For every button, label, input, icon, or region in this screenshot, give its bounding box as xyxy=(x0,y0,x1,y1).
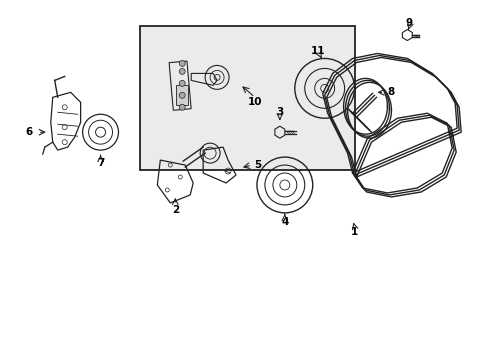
Text: 2: 2 xyxy=(171,205,179,215)
Text: 3: 3 xyxy=(276,107,283,117)
Text: 6: 6 xyxy=(25,127,32,137)
Text: 8: 8 xyxy=(387,87,394,97)
Text: 9: 9 xyxy=(405,18,412,28)
Bar xyxy=(140,26,354,170)
Text: 7: 7 xyxy=(97,158,104,168)
Circle shape xyxy=(179,80,185,86)
Text: 11: 11 xyxy=(310,45,325,55)
Bar xyxy=(176,85,188,105)
Circle shape xyxy=(179,92,185,98)
Circle shape xyxy=(179,68,185,75)
Circle shape xyxy=(179,60,185,67)
Text: 4: 4 xyxy=(281,217,288,227)
Text: 10: 10 xyxy=(247,97,262,107)
Text: 1: 1 xyxy=(350,227,358,237)
Bar xyxy=(169,61,191,110)
Text: 5: 5 xyxy=(254,160,261,170)
Circle shape xyxy=(179,104,185,110)
